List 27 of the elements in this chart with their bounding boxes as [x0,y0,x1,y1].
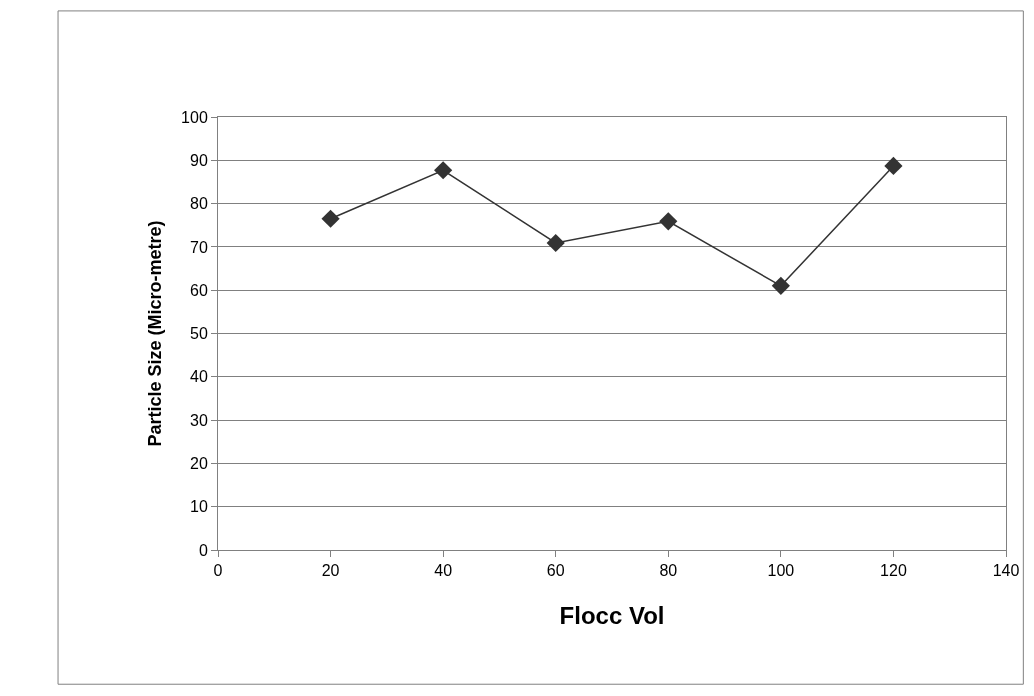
x-tick-label: 120 [880,562,907,580]
y-tick-label: 70 [190,238,208,256]
x-tick-label: 80 [659,562,678,580]
y-tick-label: 20 [190,455,208,472]
y-tick-label: 60 [190,281,208,299]
point [546,233,565,253]
y-tick-label: 30 [190,411,208,429]
x-tick-label: 140 [992,562,1020,580]
x-axis-title: Flocc Vol [559,601,665,629]
y-tick-label: 90 [190,151,208,169]
point [884,156,903,176]
x-tick-label: 0 [213,562,223,580]
y-tick-label: 40 [190,368,208,386]
x-tick-label: 60 [546,562,565,580]
y-tick-label: 100 [181,108,208,126]
y-tick-label: 80 [190,195,208,213]
x-tick-label: 100 [767,562,795,580]
y-axis-title: Particle Size (Micro-metre) [145,220,166,447]
point [321,209,340,228]
x-tick-label: 40 [434,562,453,580]
y-tick-label: 50 [190,325,208,343]
y-tick-label: 0 [198,541,208,559]
point [659,212,678,231]
x-tick-label: 20 [321,562,340,580]
y-tick-label: 10 [190,498,208,516]
point [434,161,453,180]
point [771,276,790,295]
